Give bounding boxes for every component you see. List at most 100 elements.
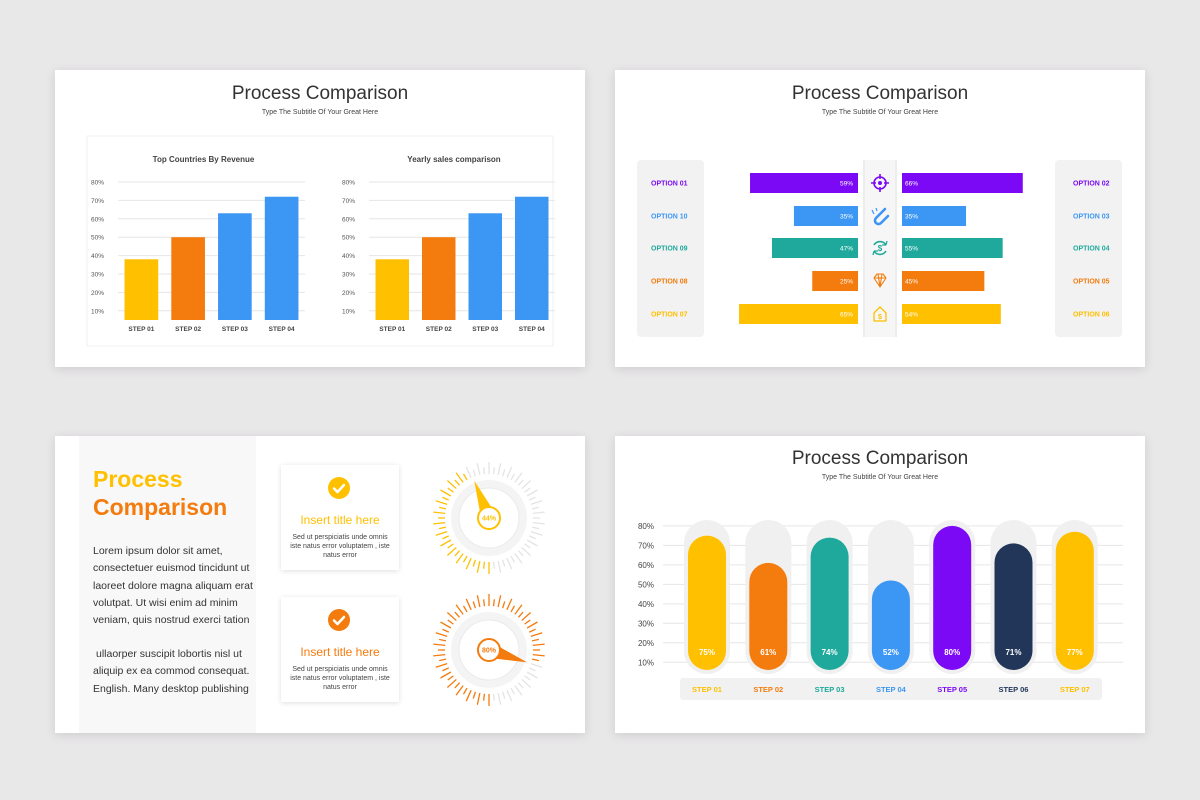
y-tick-label: 60% [91, 216, 104, 223]
gauge-tick [442, 535, 450, 540]
y-tick-label: 40% [638, 600, 654, 609]
x-tick-label: STEP 01 [379, 326, 405, 333]
gauge-tick [442, 667, 450, 672]
x-tick-label: STEP 03 [815, 685, 845, 694]
gauge-tick [531, 506, 540, 510]
y-tick-label: 10% [342, 308, 355, 315]
gauge-tick [476, 595, 481, 608]
y-tick-label: 80% [342, 180, 355, 187]
gauge-tick [435, 500, 448, 506]
right-value-label: 66% [905, 181, 918, 188]
gauge-tick [514, 685, 523, 696]
chart-yearly-sales: Yearly sales comparison 10% 20% 30% 40% 50% 60… [342, 155, 555, 333]
x-tick-label: STEP 02 [753, 685, 783, 694]
bar-value-label: 74% [822, 648, 838, 657]
left-option-panel [637, 160, 704, 337]
gauge-tick [455, 685, 464, 696]
bar [468, 213, 502, 320]
left-bar [739, 304, 858, 324]
gauge-tick [465, 557, 472, 570]
gauge-tick [438, 506, 447, 510]
y-tick-label: 20% [342, 290, 355, 297]
panel-paragraph-2: ullaorper suscipit lobortis nisl ut aliq… [93, 648, 250, 695]
gauge-tick [524, 487, 531, 493]
gauge-tick [476, 692, 481, 705]
gauge-tick [530, 530, 543, 536]
gauge-tick [501, 559, 506, 567]
gauge-tick [462, 555, 468, 563]
y-tick-label: 70% [342, 198, 355, 205]
gauge-tick [454, 611, 461, 618]
slide-title: Process Comparison [791, 83, 969, 104]
gauge-tick [528, 496, 536, 501]
x-tick-label: STEP 03 [472, 326, 498, 333]
target-icon [871, 174, 889, 192]
gauge-tick [476, 560, 481, 573]
gauge-hub [477, 506, 501, 530]
gauge-tick [472, 559, 477, 567]
gauge-tick [447, 543, 454, 549]
gauge-tick [501, 469, 506, 477]
gauge-tick [462, 687, 468, 695]
gauge-tick [524, 619, 531, 625]
left-option-label: OPTION 07 [651, 312, 688, 319]
gauge-value-label: 44% [482, 516, 497, 523]
gauge-outer-ring [451, 612, 527, 688]
y-tick-label: 50% [342, 235, 355, 242]
gauge-tick [465, 689, 472, 702]
bar [218, 213, 252, 320]
gauge-tick [524, 675, 531, 681]
bar [124, 259, 159, 320]
gauge-hub [477, 638, 501, 662]
gauge-tick [531, 638, 540, 642]
gauge-tick [442, 628, 450, 633]
left-text-panel: Process Comparison Lorem ipsum dolor sit… [79, 436, 256, 733]
gauge-tick [517, 682, 524, 689]
gauge-tick [506, 598, 513, 611]
gauge-tick [472, 601, 477, 609]
gauge-tick [532, 521, 545, 525]
gauge-tick [506, 557, 513, 570]
x-tick-label: STEP 02 [175, 326, 201, 333]
right-option-label: OPTION 03 [1073, 214, 1110, 221]
diverging-chart: OPTION 01 OPTION 02 59% 66% OPTION 10 OPTION … [637, 160, 1122, 337]
bar [375, 259, 409, 320]
right-option-panel [1055, 160, 1122, 337]
card-title: Insert title here [300, 645, 380, 659]
dollar-sign: $ [878, 314, 882, 321]
gauge-tick [435, 662, 448, 668]
gauge-tick [506, 466, 513, 479]
left-value-label: 47% [840, 246, 853, 253]
x-tick-label: STEP 05 [937, 685, 967, 694]
gauge-tick [446, 612, 457, 622]
gauge-tick [526, 489, 538, 497]
y-tick-label: 50% [638, 580, 654, 589]
card-body: Sed ut perspiciatis unde omnis iste natu… [290, 666, 390, 691]
y-tick-label: 20% [91, 290, 104, 297]
x-tick-label: STEP 07 [1060, 685, 1090, 694]
gauge-tick [483, 467, 486, 475]
right-bar [902, 206, 967, 226]
gauge-tick [492, 561, 495, 569]
left-value-label: 59% [840, 181, 853, 188]
y-tick-label: 60% [638, 561, 654, 570]
gauge-tick [531, 658, 540, 662]
bar-value-label: 61% [760, 648, 776, 657]
dollar-cycle-icon: $ [872, 240, 888, 256]
diamond-icon [873, 273, 887, 288]
gauge-tick [438, 658, 447, 662]
y-tick-label: 10% [638, 658, 654, 667]
x-tick-label: STEP 04 [269, 326, 295, 333]
gauge-tick [447, 487, 454, 493]
right-bar [902, 304, 1001, 324]
gauge-tick [526, 621, 538, 629]
gauge-tick [530, 500, 543, 506]
pill-bar-chart: 10% 20% 30% 40% 50% 60% 70% 80% 75% STEP 01 61% STE… [638, 520, 1123, 700]
y-tick-label: 70% [638, 541, 654, 550]
chart-top-countries: Top Countries By Revenue 10% 20% 30% 40% 50% 6… [91, 155, 305, 333]
left-option-label: OPTION 09 [651, 246, 688, 253]
gauge-tick [532, 511, 545, 515]
dollar-sign: $ [878, 244, 883, 253]
x-tick-label: STEP 06 [999, 685, 1029, 694]
gauge-tick [501, 601, 506, 609]
